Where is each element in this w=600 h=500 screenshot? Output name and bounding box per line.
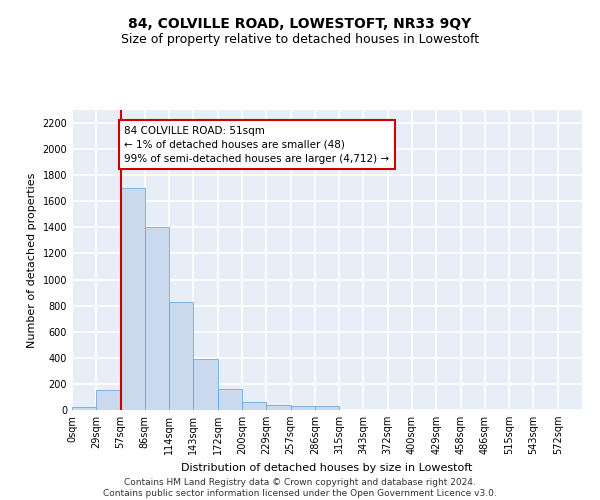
Bar bbox=[145, 228, 169, 410]
X-axis label: Distribution of detached houses by size in Lowestoft: Distribution of detached houses by size … bbox=[181, 462, 473, 472]
Bar bbox=[266, 406, 290, 410]
Text: Size of property relative to detached houses in Lowestoft: Size of property relative to detached ho… bbox=[121, 32, 479, 46]
Bar bbox=[169, 302, 193, 410]
Bar bbox=[121, 188, 145, 410]
Text: Contains HM Land Registry data © Crown copyright and database right 2024.
Contai: Contains HM Land Registry data © Crown c… bbox=[103, 478, 497, 498]
Bar bbox=[218, 389, 242, 410]
Bar bbox=[242, 402, 266, 410]
Bar bbox=[96, 390, 121, 410]
Bar bbox=[193, 359, 218, 410]
Bar bbox=[290, 406, 315, 410]
Text: 84, COLVILLE ROAD, LOWESTOFT, NR33 9QY: 84, COLVILLE ROAD, LOWESTOFT, NR33 9QY bbox=[128, 18, 472, 32]
Bar bbox=[315, 406, 339, 410]
Y-axis label: Number of detached properties: Number of detached properties bbox=[27, 172, 37, 348]
Text: 84 COLVILLE ROAD: 51sqm
← 1% of detached houses are smaller (48)
99% of semi-det: 84 COLVILLE ROAD: 51sqm ← 1% of detached… bbox=[124, 126, 389, 164]
Bar bbox=[72, 408, 96, 410]
